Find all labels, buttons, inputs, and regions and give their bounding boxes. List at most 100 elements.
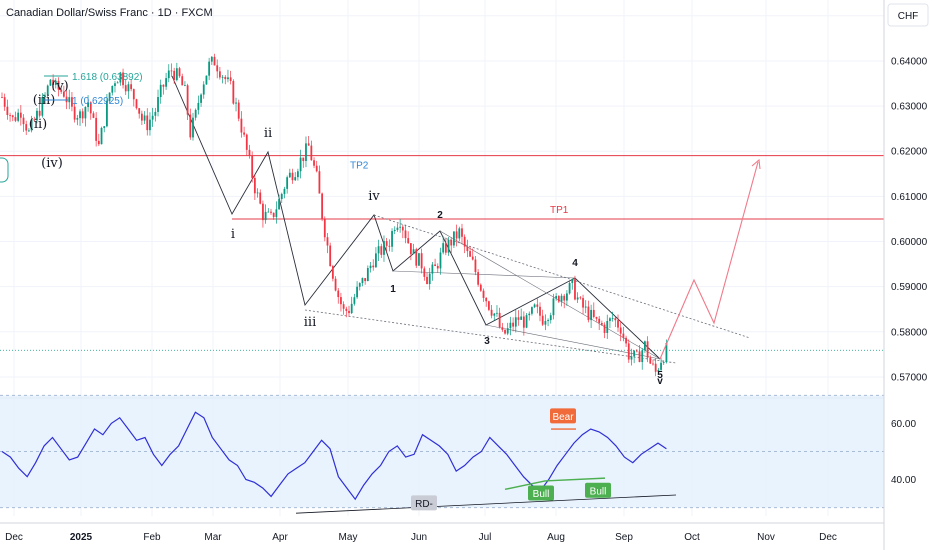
candle-body (533, 304, 536, 308)
candle-body (474, 259, 477, 273)
candle-body (307, 143, 310, 146)
candle-body (272, 212, 275, 217)
candle-body (154, 111, 157, 116)
time-tick: 2025 (70, 532, 93, 543)
candle-body (71, 97, 73, 107)
candle-body (600, 323, 603, 325)
candle-body (97, 140, 100, 145)
candle-body (635, 350, 638, 352)
inner-line-c (485, 324, 661, 360)
candle-body (436, 265, 439, 269)
candle-body (124, 85, 127, 92)
target-levels: TP20.61902TP10.605000.5759106:30:56 (0, 148, 930, 370)
time-tick: Jul (479, 532, 492, 543)
candle-body (654, 363, 657, 372)
chart-title: Canadian Dollar/Swiss Franc · 1D · FXCM (6, 7, 213, 19)
candle-body (79, 111, 81, 119)
rsi-tag-bull (528, 485, 554, 501)
rsi-line: Bear Bull Bull RD- (1, 408, 677, 514)
candle-body (625, 337, 627, 344)
wave-label-8: 4 (572, 258, 578, 269)
candle-body (614, 318, 617, 321)
fib-label-1618: 1.618 (0.63892) (72, 72, 143, 83)
candle-body (576, 297, 579, 300)
candle-body (633, 350, 636, 357)
candle-body (439, 252, 442, 269)
candle-body (582, 298, 584, 308)
candle-body (288, 172, 291, 178)
rsi-tag-bear (550, 408, 576, 424)
candle-body (208, 61, 211, 76)
candle-body (555, 296, 558, 299)
candle-body (184, 85, 186, 87)
candle-body (17, 112, 20, 121)
candle-body (54, 80, 57, 85)
inner-line-a (392, 270, 576, 279)
candle-body (627, 343, 630, 360)
candle-body (490, 309, 493, 316)
candle-body (229, 77, 232, 81)
wave-label-6: 2 (437, 210, 443, 221)
candle-body (210, 56, 213, 62)
candle-body (463, 236, 466, 247)
time-tick: Feb (143, 532, 161, 543)
candles (1, 53, 668, 377)
candle-body (630, 356, 633, 360)
candle-body (477, 272, 480, 285)
candle-body (297, 171, 299, 178)
candle-body (598, 318, 601, 324)
candle-body (660, 362, 662, 370)
candle-body (366, 268, 369, 282)
candle-body (46, 85, 49, 96)
candle-body (194, 109, 197, 118)
wave-label-3: iv (368, 189, 380, 204)
candle-body (657, 369, 660, 372)
trend-lines (171, 75, 751, 364)
rsi-tag-text: Bull (533, 489, 550, 500)
candle-body (375, 253, 377, 268)
candle-body (81, 111, 84, 119)
price-tick: 0.63000 (891, 102, 928, 113)
projection-arrow (751, 158, 761, 170)
candle-body (235, 102, 237, 104)
candle-body (348, 310, 350, 314)
wave-label-10: (v) (51, 79, 69, 94)
candle-body (428, 273, 431, 285)
candle-body (173, 70, 176, 81)
candle-body (108, 92, 111, 101)
candle-body (114, 83, 116, 86)
candle-body (240, 118, 243, 133)
candle-body (412, 249, 415, 255)
price-tick: 0.59000 (891, 282, 928, 293)
candle-body (41, 97, 44, 116)
candle-body (151, 115, 154, 120)
fib-label-1: 1 (0.62925) (72, 96, 123, 107)
candle-body (531, 307, 533, 314)
candle-body (283, 188, 286, 194)
candle-body (127, 84, 130, 92)
candle-body (310, 145, 313, 161)
candle-body (372, 265, 375, 268)
level-label-tp2: TP2 (350, 161, 369, 172)
candle-body (512, 322, 514, 327)
candle-body (361, 278, 364, 284)
candle-body (603, 324, 606, 333)
candle-body (383, 241, 385, 255)
candle-body (590, 309, 593, 321)
candle-body (337, 290, 340, 298)
candle-body (461, 228, 463, 237)
candle-body (3, 97, 6, 107)
candle-body (232, 80, 235, 104)
time-tick: Apr (272, 532, 288, 543)
candle-body (544, 321, 547, 325)
left-edge-marker (0, 157, 9, 183)
candle-body (646, 341, 649, 358)
wave-label-5: 1 (390, 284, 396, 295)
time-tick: Mar (204, 532, 222, 543)
candle-body (404, 230, 407, 239)
projection-path (659, 158, 761, 360)
candle-body (100, 127, 103, 145)
candle-body (313, 160, 315, 166)
candle-body (140, 113, 143, 121)
